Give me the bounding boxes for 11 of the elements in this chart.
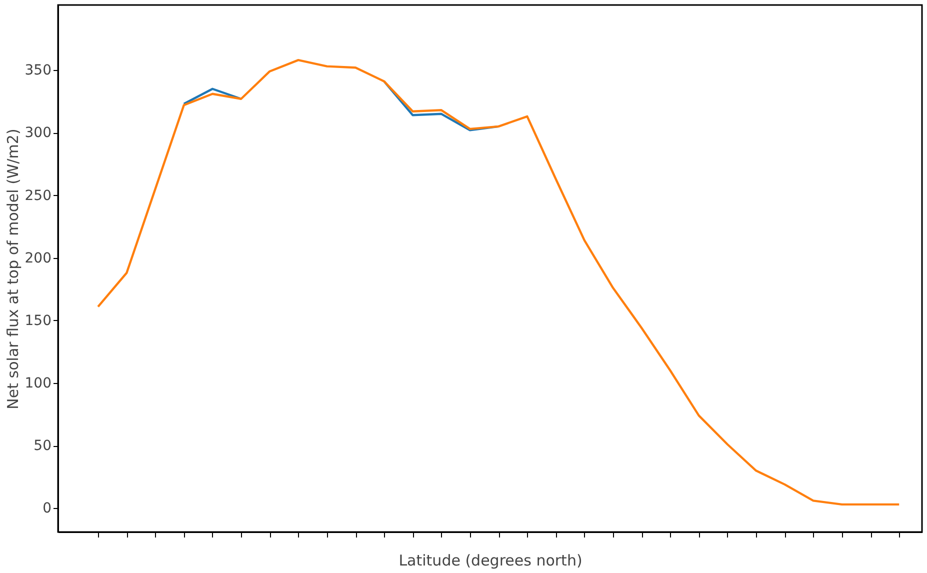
x-axis-title: Latitude (degrees north) <box>398 552 582 570</box>
y-tick-label: 350 <box>24 62 52 79</box>
y-tick-label: 100 <box>24 376 52 392</box>
y-axis-title: Net solar flux at top of model (W/m2) <box>4 128 22 410</box>
y-tick-label: 0 <box>42 500 52 517</box>
y-tick-label: 200 <box>24 250 52 266</box>
y-tick-label: 50 <box>34 438 52 454</box>
y-tick-label: 300 <box>24 125 52 142</box>
y-tick-label: 250 <box>24 188 52 204</box>
line-series <box>96 58 900 506</box>
y-tick-label: 150 <box>24 312 52 329</box>
